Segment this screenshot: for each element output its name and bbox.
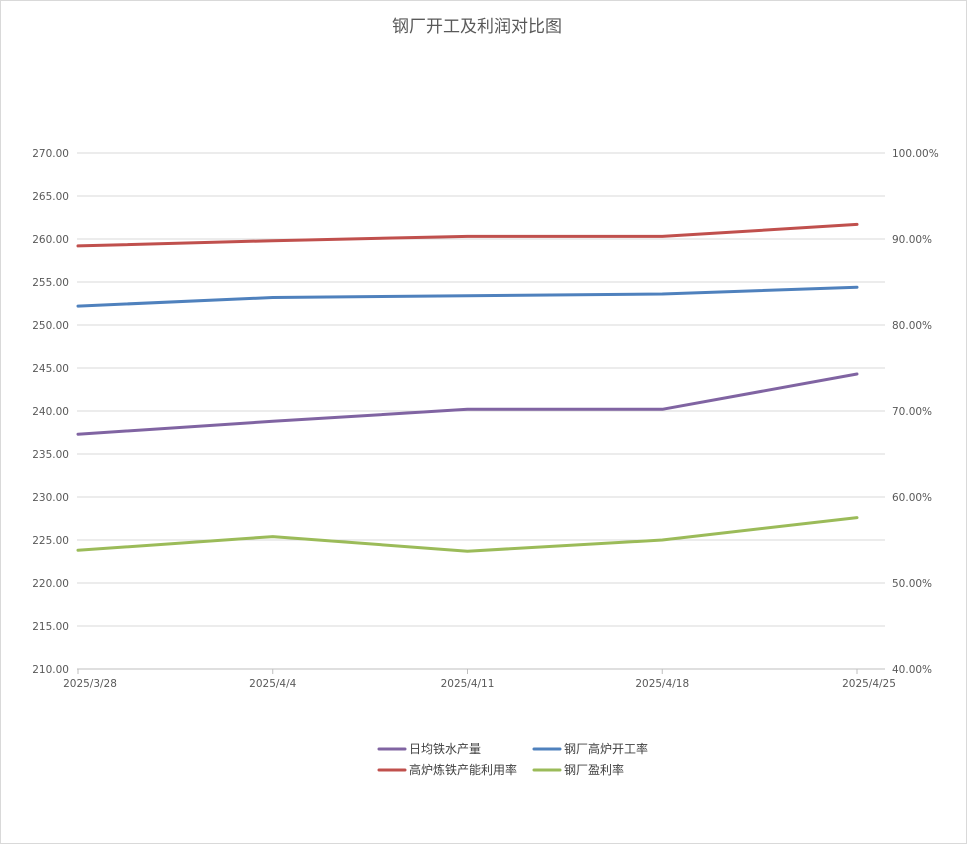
y-right-tick-label: 60.00% [892,492,932,504]
legend-label: 钢厂高炉开工率 [564,741,648,756]
y-left-tick-label: 245.00 [32,363,69,375]
y-left-tick-label: 265.00 [32,191,69,203]
chart-title: 钢厂开工及利润对比图 [392,17,562,37]
x-tick-label: 2025/4/4 [249,678,296,690]
y-right-tick-label: 100.00% [892,148,939,160]
y-right-tick-label: 70.00% [892,406,932,418]
y-left-tick-label: 220.00 [32,578,69,590]
y-left-tick-label: 255.00 [32,277,69,289]
y-left-tick-label: 250.00 [32,320,69,332]
x-tick-label: 2025/4/25 [842,678,896,690]
series-line-2 [76,222,859,248]
y-left-tick-label: 225.00 [32,535,69,547]
series-line-0 [76,372,859,436]
y-left-tick-label: 210.00 [32,664,69,676]
legend-label: 高炉炼铁产能利用率 [409,762,517,777]
gridlines [77,152,885,670]
y-right-tick-label: 50.00% [892,578,932,590]
y-right-tick-label: 90.00% [892,234,932,246]
y-left-tick-label: 240.00 [32,406,69,418]
y-left-tick-label: 230.00 [32,492,69,504]
legend-label: 钢厂盈利率 [564,762,624,777]
y-left-tick-label: 270.00 [32,148,69,160]
y-right-tick-label: 40.00% [892,664,932,676]
x-tick-label: 2025/4/11 [441,678,495,690]
y-left-tick-label: 215.00 [32,621,69,633]
series-line-1 [76,285,859,308]
series-lines [76,222,859,553]
x-tick-label: 2025/3/28 [63,678,117,690]
y-left-tick-label: 235.00 [32,449,69,461]
y-right-tick-label: 80.00% [892,320,932,332]
axes: 210.00 215.00 220.00 225.00 230.00 235.00 240.… [32,148,938,690]
x-tick-label: 2025/4/18 [635,678,689,690]
y-left-tick-label: 260.00 [32,234,69,246]
series-line-3 [76,516,859,553]
legend-label: 日均铁水产量 [409,742,481,756]
